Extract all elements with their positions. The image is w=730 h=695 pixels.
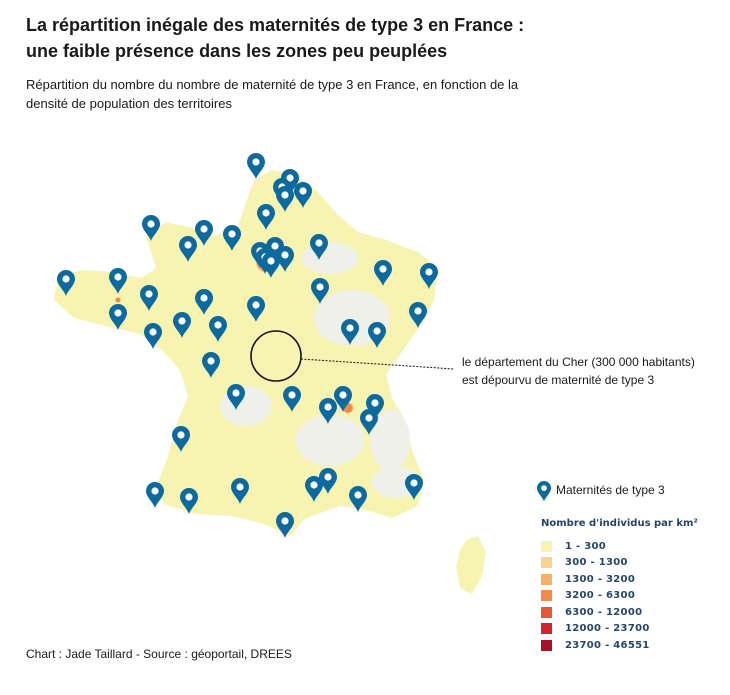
density-legend-row: 1 - 300: [541, 538, 698, 555]
density-legend-row: 6300 - 12000: [541, 604, 698, 621]
source-credit: Chart : Jade Taillard - Source : géoport…: [26, 647, 292, 661]
corsica: [456, 536, 486, 594]
maternity-marker: [146, 482, 164, 508]
density-swatch: [541, 639, 552, 651]
chart-title: La répartition inégale des maternités de…: [26, 12, 686, 64]
density-label: 3200 - 6300: [565, 590, 636, 602]
density-swatch: [541, 623, 552, 635]
annotation-leader-line: [300, 358, 455, 370]
subtitle-line-1: Répartition du nombre du nombre de mater…: [26, 77, 519, 92]
density-legend-row: 300 - 1300: [541, 555, 698, 572]
density-label: 23700 - 46551: [565, 639, 650, 651]
density-label: 300 - 1300: [565, 557, 628, 569]
annotation-line-2: est dépourvu de maternité de type 3: [462, 373, 655, 387]
density-label: 6300 - 12000: [565, 606, 643, 618]
density-legend-row: 1300 - 3200: [541, 571, 698, 588]
annotation-line-1: le département du Cher (300 000 habitant…: [462, 355, 695, 369]
density-legend-row: 3200 - 6300: [541, 588, 698, 605]
density-legend-title: Nombre d'individus par km²: [541, 518, 698, 529]
maternity-marker: [247, 153, 265, 179]
density-swatch: [541, 590, 552, 602]
density-label: 12000 - 23700: [565, 623, 650, 635]
density-swatch: [541, 540, 552, 552]
cher-annotation: le département du Cher (300 000 habitant…: [462, 353, 722, 389]
map-pin-icon: [536, 481, 552, 502]
cher-highlight-circle: [250, 330, 302, 382]
density-swatch: [541, 606, 552, 618]
density-legend-row: 12000 - 23700: [541, 621, 698, 638]
density-swatch: [541, 557, 552, 569]
density-label: 1300 - 3200: [565, 573, 636, 585]
legend-marker-label: Maternités de type 3: [556, 483, 665, 497]
title-line-2: une faible présence dans les zones peu p…: [26, 41, 448, 61]
density-legend-row: 23700 - 46551: [541, 637, 698, 654]
subtitle-line-2: densité de population des territoires: [26, 96, 232, 111]
density-swatch: [541, 573, 552, 585]
title-line-1: La répartition inégale des maternités de…: [26, 15, 525, 35]
density-legend: Nombre d'individus par km² 1 - 300 300 -…: [541, 518, 698, 654]
density-label: 1 - 300: [565, 540, 607, 552]
chart-subtitle: Répartition du nombre du nombre de mater…: [26, 75, 586, 113]
